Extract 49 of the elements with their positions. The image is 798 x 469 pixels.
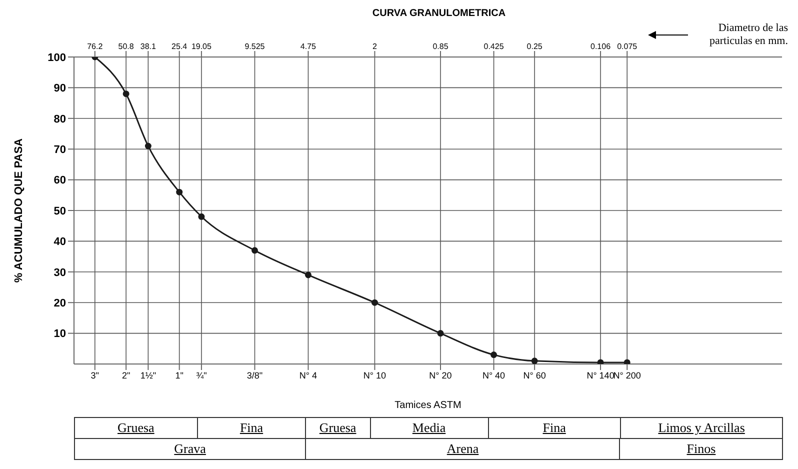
text: N° 4 [299,370,318,380]
y-tick-label: 70 [54,144,66,156]
text: Gruesa [306,418,370,438]
x-tick-label: 0.106 [590,42,612,51]
y-tick-label: 40 [54,236,66,248]
y-tick-label: 30 [54,266,66,279]
text: 1" [175,370,184,380]
x-tick-label: 19.05 [191,42,212,51]
y-tick-label: 80 [54,113,66,126]
text: N° 140 [586,370,614,380]
text: N° 60 [523,370,546,380]
text: Finos [620,439,783,459]
text: Gruesa [75,418,198,438]
y-axis-title: % ACUMULADO QUE PASA [12,138,25,283]
y-tick-label: 10 [54,328,66,340]
text: 1½" [140,370,156,380]
chart-title: CURVA GRANULOMETRICA [371,8,507,21]
y-tick-label: 50 [54,205,66,218]
text: Diametro de las particulas en mm. [708,22,788,48]
x-tick-label: 0.25 [526,42,543,51]
x-tick-label: 50.8 [118,42,134,51]
x-axis-title: Tamices ASTM [394,400,462,411]
text: Grava [75,439,306,459]
text: N° 40 [482,370,506,380]
y-tick-label: 90 [54,82,66,95]
x-tick-label: 9.525 [244,42,266,51]
text: 2" [122,370,130,380]
text: N° 10 [363,370,386,380]
x-tick-label: 0.85 [432,42,449,51]
x-tick-label: 0.075 [617,42,638,51]
x-tick-label: 38.1 [140,42,157,51]
y-tick-label: 100 [48,52,66,64]
text: Fina [198,418,306,438]
y-tick-label: 20 [54,298,66,310]
text: N° 20 [429,370,452,380]
x-tick-label: 0.425 [484,42,504,51]
text: Media [370,418,488,438]
x-tick-label: 2 [372,42,378,51]
x-tick-label: 4.75 [300,42,317,51]
text: 3" [90,370,99,380]
text: ¾" [196,370,207,380]
text: Limos y Arcillas [621,418,783,438]
y-tick-label: 60 [54,174,66,187]
x-tick-label: 76.2 [87,42,104,51]
text: 3/8" [246,370,263,380]
x-tick-label: 25.4 [172,42,188,51]
text: Arena [306,439,620,459]
text: Fina [488,418,622,438]
text: N° 200 [613,370,641,380]
